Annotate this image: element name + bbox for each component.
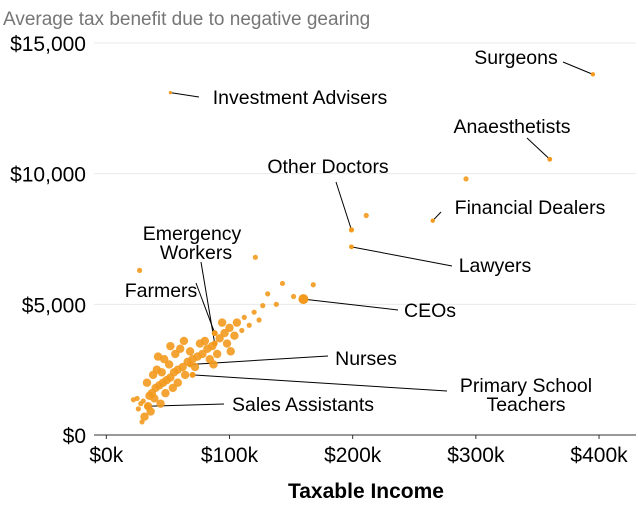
y-tick-label: $5,000 <box>22 294 86 317</box>
data-point <box>222 339 232 348</box>
point-label: Investment Advisers <box>213 87 388 109</box>
labelled-point <box>348 227 355 233</box>
data-point <box>195 339 205 348</box>
leader-line <box>526 137 551 160</box>
annotation-labels: Surgeons Investment Advisers Anaesthetists… <box>125 47 606 416</box>
data-point <box>136 267 143 273</box>
data-point <box>179 336 189 346</box>
leader-line <box>170 92 200 98</box>
data-point <box>156 399 165 408</box>
labelled-point <box>211 330 218 337</box>
data-point <box>171 349 180 359</box>
data-point <box>246 322 252 328</box>
x-tick-label: $200k <box>324 444 382 467</box>
labelled-point <box>168 91 172 95</box>
data-point <box>230 331 239 340</box>
data-point <box>130 397 137 403</box>
data-point <box>164 360 174 369</box>
data-point <box>161 388 170 398</box>
data-point <box>203 344 212 353</box>
point-label: Farmers <box>125 280 198 302</box>
point-label: Teachers <box>486 394 565 416</box>
labelled-point <box>143 403 150 410</box>
data-point <box>209 360 218 369</box>
labelled-point <box>430 218 435 223</box>
data-point <box>279 280 286 287</box>
leader-line <box>303 298 399 311</box>
data-point <box>166 341 175 351</box>
data-point <box>173 378 182 387</box>
data-point <box>142 378 152 387</box>
point-label: Emergency <box>143 223 242 245</box>
data-point <box>138 401 144 407</box>
data-point <box>148 370 158 380</box>
data-point <box>252 254 258 260</box>
labelled-point <box>547 156 553 162</box>
data-point <box>232 318 242 327</box>
x-tick-label: $0k <box>89 444 123 467</box>
data-points <box>130 72 596 425</box>
y-tick-label: $0 <box>63 425 86 448</box>
data-point <box>265 291 271 297</box>
data-point <box>463 176 469 182</box>
point-label: Primary School <box>460 375 592 397</box>
data-point <box>153 352 163 361</box>
point-label: Sales Assistants <box>232 394 374 416</box>
x-tick-label: $300k <box>447 444 505 467</box>
data-point <box>176 344 185 353</box>
y-tick-label: $10,000 <box>10 164 86 187</box>
point-label: Financial Dealers <box>455 197 606 219</box>
data-point <box>135 406 141 412</box>
data-point <box>225 323 234 333</box>
data-point <box>185 347 195 356</box>
data-point <box>241 314 247 320</box>
point-label: Lawyers <box>459 255 532 277</box>
data-point <box>150 394 159 403</box>
labelled-point <box>298 294 309 305</box>
data-point <box>260 303 266 309</box>
point-label: Anaesthetists <box>453 116 570 138</box>
data-point <box>220 328 229 338</box>
x-axis-label: Taxable Income <box>288 480 444 503</box>
leader-line <box>562 61 594 75</box>
data-point <box>180 370 190 380</box>
labelled-point <box>590 72 596 77</box>
y-tick-label: $15,000 <box>10 33 86 56</box>
point-label: Nurses <box>335 348 397 370</box>
point-label: CEOs <box>404 300 456 322</box>
data-point <box>212 349 222 359</box>
gridlines: $0 $5,000 $10,000 $15,000 <box>10 33 636 448</box>
data-point <box>273 301 279 307</box>
data-point <box>251 309 257 315</box>
data-point <box>310 282 316 288</box>
labelled-point <box>187 361 194 368</box>
data-point <box>363 212 369 219</box>
labelled-point <box>349 244 354 250</box>
data-point <box>140 412 149 421</box>
axes: $0k $100k $200k $300k $400k <box>89 434 636 467</box>
leader-line <box>192 374 448 392</box>
data-point <box>256 317 262 323</box>
point-label: Other Doctors <box>267 156 389 178</box>
point-label: Surgeons <box>474 47 558 69</box>
labelled-point <box>189 371 196 378</box>
data-point <box>157 368 166 377</box>
leader-line <box>335 181 352 231</box>
point-label: Workers <box>160 242 232 264</box>
labelled-point <box>211 340 218 347</box>
x-tick-label: $100k <box>201 444 259 467</box>
data-point <box>168 383 178 393</box>
data-point <box>217 318 227 327</box>
chart-title: Average tax benefit due to negative gear… <box>3 9 370 30</box>
leader-line <box>351 246 453 267</box>
data-point <box>226 347 235 356</box>
leader-line <box>200 261 216 344</box>
data-point <box>139 419 145 425</box>
data-point <box>290 293 297 300</box>
data-point <box>239 327 245 334</box>
x-tick-label: $400k <box>570 444 628 467</box>
data-point <box>215 334 224 343</box>
